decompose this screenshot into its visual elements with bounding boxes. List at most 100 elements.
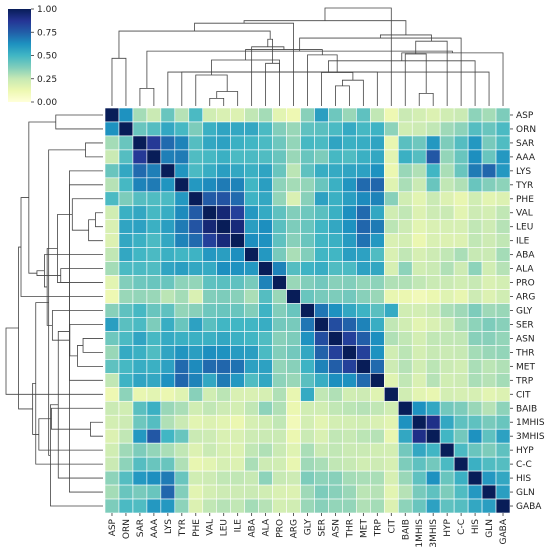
heatmap-cell bbox=[174, 205, 190, 221]
heatmap-cell bbox=[300, 498, 315, 514]
heatmap-cell bbox=[202, 121, 218, 137]
heatmap-cell bbox=[384, 400, 399, 416]
row-label: GLN bbox=[516, 488, 535, 498]
heatmap-cell bbox=[146, 191, 162, 207]
heatmap-cell bbox=[300, 149, 315, 165]
heatmap-cell bbox=[146, 177, 162, 193]
heatmap-cell bbox=[384, 303, 399, 318]
heatmap-cell bbox=[272, 149, 287, 165]
heatmap-cell bbox=[146, 289, 162, 304]
heatmap-cell bbox=[425, 373, 441, 388]
column-label: 1MHIS bbox=[415, 519, 425, 548]
heatmap-cell bbox=[244, 261, 259, 276]
heatmap-cell bbox=[244, 345, 259, 360]
heatmap-cell bbox=[397, 135, 413, 151]
heatmap-cell bbox=[314, 121, 329, 137]
heatmap-cell bbox=[230, 191, 245, 207]
heatmap-cell bbox=[495, 149, 511, 165]
row-dendrogram-link bbox=[95, 212, 103, 228]
heatmap-cell bbox=[425, 359, 441, 374]
row-dendrogram-link bbox=[5, 327, 103, 395]
heatmap-cell bbox=[397, 484, 413, 500]
heatmap-cell bbox=[495, 359, 511, 374]
heatmap-cell bbox=[132, 373, 148, 388]
heatmap-cell bbox=[132, 205, 148, 221]
heatmap-cell bbox=[132, 163, 148, 179]
heatmap-cell bbox=[188, 289, 204, 304]
heatmap-cell bbox=[272, 373, 287, 388]
heatmap-cell bbox=[118, 289, 134, 304]
heatmap-cell bbox=[453, 345, 469, 360]
heatmap-cell bbox=[439, 275, 455, 290]
heatmap-cell bbox=[258, 275, 273, 290]
heatmap-cell bbox=[370, 261, 385, 276]
heatmap-cell bbox=[216, 345, 231, 360]
heatmap-cell bbox=[286, 121, 301, 137]
heatmap-cell bbox=[300, 470, 315, 486]
heatmap-cell bbox=[467, 359, 483, 374]
heatmap-cell bbox=[174, 498, 190, 514]
heatmap-cell bbox=[118, 470, 134, 486]
heatmap-cell bbox=[439, 470, 455, 486]
heatmap-cell bbox=[384, 359, 399, 374]
heatmap-cell bbox=[314, 303, 329, 318]
heatmap-cell bbox=[272, 261, 287, 276]
heatmap-cell bbox=[370, 428, 385, 444]
heatmap-cell bbox=[328, 135, 343, 151]
heatmap-cell bbox=[258, 456, 273, 472]
heatmap-cell bbox=[495, 331, 511, 346]
heatmap-cell bbox=[160, 442, 176, 458]
row-label: THR bbox=[515, 348, 535, 358]
heatmap-cell bbox=[188, 317, 204, 332]
heatmap-cell bbox=[244, 442, 259, 458]
heatmap-cell bbox=[300, 219, 315, 234]
heatmap-cell bbox=[174, 219, 190, 234]
heatmap-cell bbox=[132, 414, 148, 430]
heatmap-cell bbox=[439, 135, 455, 151]
heatmap-cell bbox=[411, 470, 427, 486]
heatmap-cell bbox=[132, 317, 148, 332]
heatmap-cell bbox=[160, 331, 176, 346]
column-label: HIS bbox=[471, 519, 481, 534]
heatmap-cell bbox=[146, 121, 162, 137]
column-dendrogram-link bbox=[379, 34, 432, 42]
heatmap-cell bbox=[244, 317, 259, 332]
heatmap-cell bbox=[300, 289, 315, 304]
heatmap-cell bbox=[328, 400, 343, 416]
heatmap-cell bbox=[230, 107, 245, 123]
column-label: SER bbox=[317, 519, 327, 537]
heatmap-cell bbox=[202, 414, 218, 430]
heatmap-cell bbox=[314, 261, 329, 276]
heatmap-cell bbox=[384, 191, 399, 207]
colorbar-tick-label: 0.25 bbox=[37, 75, 57, 85]
heatmap-cell bbox=[160, 135, 176, 151]
heatmap-cell bbox=[244, 219, 259, 234]
heatmap-cell bbox=[202, 373, 218, 388]
colorbar-tick-label: 1.00 bbox=[37, 5, 57, 15]
heatmap-cell bbox=[370, 387, 385, 402]
heatmap-cell bbox=[118, 247, 134, 262]
heatmap-cell bbox=[384, 414, 399, 430]
heatmap-cell bbox=[258, 400, 273, 416]
heatmap-cell bbox=[160, 470, 176, 486]
heatmap-cell bbox=[411, 317, 427, 332]
heatmap-cell bbox=[495, 303, 511, 318]
heatmap-cell bbox=[453, 163, 469, 179]
heatmap-cell bbox=[495, 373, 511, 388]
heatmap-cell bbox=[230, 247, 245, 262]
heatmap-cell bbox=[258, 317, 273, 332]
heatmap-cell bbox=[481, 135, 497, 151]
heatmap-cell bbox=[314, 205, 329, 221]
column-dendrogram-link bbox=[211, 59, 280, 75]
heatmap-cell bbox=[411, 400, 427, 416]
heatmap-cell bbox=[104, 191, 120, 207]
heatmap-cell bbox=[342, 470, 357, 486]
heatmap-cell bbox=[188, 149, 204, 165]
heatmap-cell bbox=[397, 456, 413, 472]
heatmap-cell bbox=[118, 456, 134, 472]
heatmap-cell bbox=[258, 331, 273, 346]
column-dendrogram-link bbox=[195, 74, 228, 106]
heatmap-cell bbox=[230, 359, 245, 374]
row-label: LEU bbox=[516, 223, 533, 233]
row-label: LYS bbox=[516, 167, 531, 177]
